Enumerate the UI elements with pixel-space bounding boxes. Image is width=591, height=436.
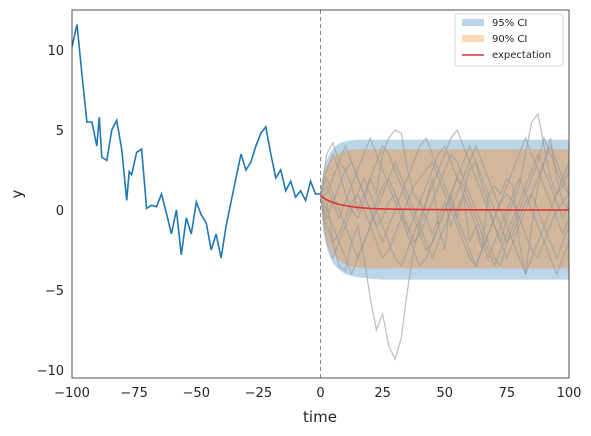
sample-path-3 — [319, 160, 569, 268]
legend-swatch-ci90 — [462, 35, 484, 42]
x-tick-label: 50 — [436, 386, 453, 401]
x-tick-label: 25 — [374, 386, 391, 401]
y-axis-ticks: −10 −5 0 5 10 — [37, 44, 64, 379]
legend-label-expectation: expectation — [492, 50, 551, 61]
legend-label-ci95: 95% CI — [492, 18, 527, 29]
y-tick-label: 10 — [47, 44, 64, 59]
legend-label-ci90: 90% CI — [492, 34, 527, 45]
x-tick-label: −50 — [183, 386, 210, 401]
expectation-line — [320, 194, 569, 211]
y-tick-label: 0 — [56, 204, 64, 219]
x-tick-label: −100 — [54, 386, 90, 401]
sample-paths — [319, 112, 569, 361]
y-tick-label: −10 — [37, 364, 64, 379]
x-tick-label: 100 — [557, 386, 582, 401]
legend-swatch-ci95 — [462, 19, 484, 26]
x-axis-title: time — [303, 408, 337, 426]
y-tick-label: 5 — [56, 124, 64, 139]
sample-path-7 — [319, 144, 569, 276]
legend: 95% CI 90% CI expectation — [454, 13, 564, 67]
sample-path-8 — [319, 136, 569, 276]
legend-box — [454, 13, 564, 67]
x-tick-label: −25 — [245, 386, 272, 401]
x-tick-label: −75 — [120, 386, 147, 401]
y-tick-label: −5 — [45, 284, 64, 299]
x-axis-ticks: −100 −75 −50 −25 0 25 50 75 100 — [54, 386, 581, 401]
x-tick-label: 75 — [499, 386, 516, 401]
sample-path-10 — [320, 136, 569, 268]
sample-path-9 — [319, 128, 569, 268]
y-axis-title: y — [8, 189, 26, 198]
x-tick-label: 0 — [316, 386, 324, 401]
plot-frame — [71, 9, 570, 379]
history-line — [72, 24, 321, 259]
plot-area — [72, 24, 569, 361]
